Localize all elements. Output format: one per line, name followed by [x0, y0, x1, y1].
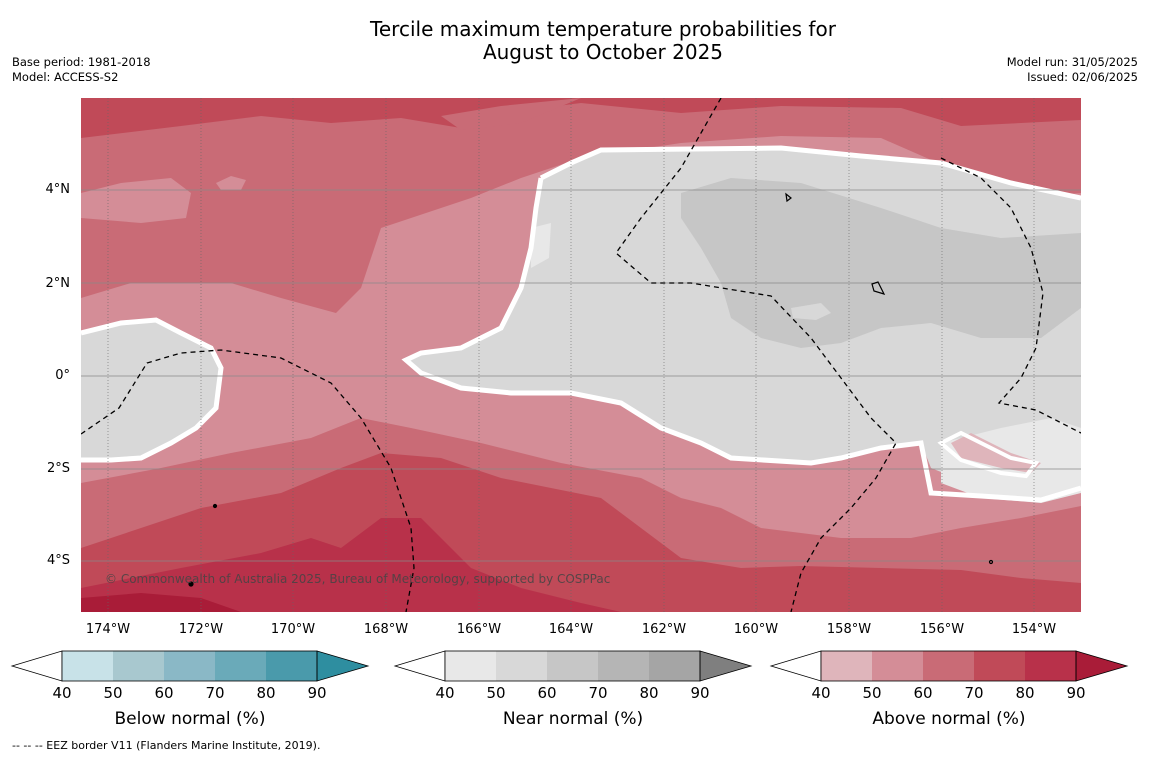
region-above-40-50-east: [951, 433, 1041, 473]
cbar-near-tick-80: 80: [639, 684, 659, 702]
region-above-50-60-blob: [216, 176, 246, 190]
issued-date: Issued: 02/06/2025: [1027, 70, 1138, 84]
region-above-90-south: [81, 593, 241, 612]
cbar-below-tick-50: 50: [103, 684, 123, 702]
lat-label-4n: 4°N: [45, 182, 71, 197]
title-line-1: Tercile maximum temperature probabilitie…: [370, 17, 836, 41]
cbar-above-tick-50: 50: [862, 684, 882, 702]
meta-left: Base period: 1981-2018 Model: ACCESS-S2: [12, 55, 151, 85]
meta-right: Model run: 31/05/2025 Issued: 02/06/2025: [1007, 55, 1138, 85]
cbar-above-label: Above normal (%): [872, 709, 1026, 729]
model-name: Model: ACCESS-S2: [12, 70, 119, 84]
cbar-near-tick-90: 90: [690, 684, 710, 702]
lat-label-2n: 2°N: [45, 276, 71, 291]
lon-label-170w: 170°W: [270, 622, 316, 637]
colorbar-near: [393, 650, 753, 682]
lon-label-172w: 172°W: [178, 622, 224, 637]
region-near-40-50-west: [531, 223, 551, 268]
cbar-above-tick-60: 60: [913, 684, 933, 702]
region-above-60-70-north-inner: [441, 98, 581, 130]
region-above-50-60-northwest: [81, 178, 191, 223]
lat-label-4s: 4°S: [46, 553, 70, 568]
colorbar-above: [769, 650, 1129, 682]
eez-borders: [81, 98, 1081, 612]
contour-50-east-loop: [937, 430, 1040, 479]
cbar-above-tick-70: 70: [964, 684, 984, 702]
base-period: Base period: 1981-2018: [12, 55, 151, 69]
model-run: Model run: 31/05/2025: [1006, 55, 1138, 69]
lon-label-156w: 156°W: [919, 622, 965, 637]
cbar-near-tick-60: 60: [537, 684, 557, 702]
title-line-2: August to October 2025: [482, 40, 724, 64]
cbar-below-tick-40: 40: [52, 684, 72, 702]
region-above-60-70-north: [81, 98, 1081, 313]
lon-label-154w: 154°W: [1011, 622, 1057, 637]
latitude-lines: [81, 189, 1081, 562]
contour-50-near-west: [81, 317, 224, 463]
lon-label-174w: 174°W: [85, 622, 131, 637]
copyright-text: © Commonwealth of Australia 2025, Bureau…: [105, 572, 610, 586]
lon-label-166w: 166°W: [456, 622, 502, 637]
map-title: Tercile maximum temperature probabilitie…: [0, 18, 1150, 64]
lon-label-164w: 164°W: [548, 622, 594, 637]
lon-label-168w: 168°W: [363, 622, 409, 637]
cbar-below-tick-60: 60: [154, 684, 174, 702]
cbar-near-tick-40: 40: [435, 684, 455, 702]
region-above-80-90-south: [81, 518, 621, 612]
lon-label-160w: 160°W: [733, 622, 779, 637]
contour-50-near-main: [401, 145, 1081, 503]
region-near-60-70: [681, 178, 1081, 348]
colorbar-below: [10, 650, 370, 682]
cbar-above-tick-40: 40: [811, 684, 831, 702]
islands: [188, 192, 994, 587]
lon-label-162w: 162°W: [641, 622, 687, 637]
cbar-near-tick-70: 70: [588, 684, 608, 702]
lon-label-158w: 158°W: [826, 622, 872, 637]
cbar-above-tick-90: 90: [1066, 684, 1086, 702]
cbar-below-tick-90: 90: [307, 684, 327, 702]
lat-label-0: 0°: [55, 368, 70, 383]
cbar-below-tick-70: 70: [205, 684, 225, 702]
cbar-near-tick-50: 50: [486, 684, 506, 702]
region-above-70-80-north: [81, 98, 1081, 138]
cbar-near-label: Near normal (%): [502, 709, 644, 729]
eez-footnote: -- -- -- EEZ border V11 (Flanders Marine…: [12, 739, 321, 752]
cbar-below-tick-80: 80: [256, 684, 276, 702]
region-near-50-60-west: [81, 320, 221, 460]
cbar-below-label: Below normal (%): [114, 709, 266, 729]
cbar-above-tick-80: 80: [1015, 684, 1035, 702]
lat-label-2s: 2°S: [46, 461, 70, 476]
probability-map: © Commonwealth of Australia 2025, Bureau…: [81, 98, 1081, 612]
region-near-50-60-hole: [791, 303, 831, 320]
